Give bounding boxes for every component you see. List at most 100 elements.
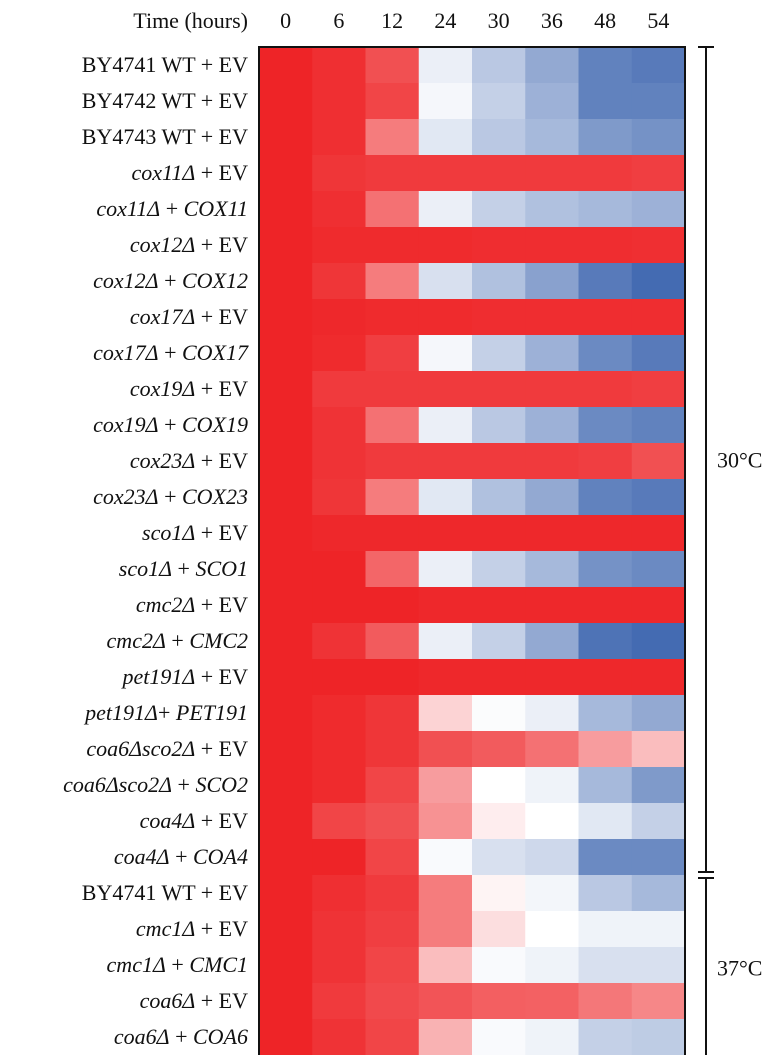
heatmap-cell — [525, 587, 580, 624]
row-label: cox12Δ + COX12 — [93, 268, 248, 293]
heatmap-cell — [578, 407, 633, 444]
row-label: cmc2Δ + CMC2 — [107, 628, 248, 653]
heatmap-cell — [418, 83, 473, 120]
heatmap-cell — [472, 983, 526, 1020]
heatmap-cell — [525, 731, 580, 768]
heatmap-cell — [578, 299, 633, 336]
row-label: coa6Δ + COA6 — [114, 1024, 248, 1049]
heatmap-cell — [578, 947, 633, 984]
row-label: BY4742 WT + EV — [82, 88, 248, 113]
heatmap-cell — [631, 479, 686, 516]
heatmap-cell — [418, 191, 473, 228]
heatmap-cell — [418, 803, 473, 840]
heatmap-cell — [472, 263, 526, 300]
heatmap-cell — [259, 371, 313, 408]
heatmap-cell — [631, 515, 686, 552]
heatmap-cell — [578, 983, 633, 1020]
heatmap-cell — [418, 839, 473, 876]
heatmap-cell — [525, 155, 580, 192]
heatmap-cell — [631, 731, 686, 768]
heatmap-cell — [312, 875, 367, 912]
heatmap-cell — [259, 299, 313, 336]
heatmap-cell — [312, 695, 367, 732]
heatmap-cell — [525, 983, 580, 1020]
heatmap-cell — [578, 479, 633, 516]
group-bracket — [698, 877, 714, 1055]
heatmap-cell — [418, 155, 473, 192]
column-tick-label: 0 — [280, 8, 291, 33]
row-label: cox19Δ + EV — [130, 376, 248, 401]
heatmap-cell — [365, 731, 420, 768]
heatmap-cell — [578, 803, 633, 840]
heatmap-cell — [259, 839, 313, 876]
row-label: BY4741 WT + EV — [82, 52, 248, 77]
group-bracket — [698, 46, 714, 873]
heatmap-cell — [259, 479, 313, 516]
heatmap-cell — [525, 191, 580, 228]
heatmap-cell — [578, 839, 633, 876]
heatmap-cell — [631, 839, 686, 876]
heatmap-cell — [578, 227, 633, 264]
heatmap-cell — [578, 263, 633, 300]
heatmap-cell — [525, 839, 580, 876]
heatmap-cell — [631, 83, 686, 120]
heatmap-cell — [631, 1019, 686, 1055]
heatmap-cell — [472, 47, 526, 84]
heatmap-cell — [312, 983, 367, 1020]
heatmap-cell — [365, 47, 420, 84]
heatmap-cell — [365, 335, 420, 372]
heatmap-cell — [365, 659, 420, 696]
heatmap-cell — [259, 515, 313, 552]
heatmap-cell — [259, 47, 313, 84]
heatmap-cell — [525, 623, 580, 660]
column-tick-label: 24 — [434, 8, 456, 33]
heatmap-cell — [365, 155, 420, 192]
heatmap-cell — [259, 767, 313, 804]
heatmap-cell — [259, 875, 313, 912]
heatmap-cell — [365, 83, 420, 120]
heatmap-cell — [312, 155, 367, 192]
heatmap-cell — [631, 803, 686, 840]
heatmap-cell — [365, 515, 420, 552]
heatmap-cell — [472, 767, 526, 804]
row-label: cox11Δ + EV — [131, 160, 248, 185]
heatmap-cell — [578, 659, 633, 696]
heatmap-cell — [312, 803, 367, 840]
heatmap-cell — [312, 1019, 367, 1055]
heatmap-cell — [472, 1019, 526, 1055]
row-label: cox17Δ + EV — [130, 304, 248, 329]
heatmap-cell — [418, 695, 473, 732]
heatmap-cell — [631, 767, 686, 804]
heatmap-cell — [312, 911, 367, 948]
heatmap-cell — [259, 155, 313, 192]
heatmap-cell — [418, 443, 473, 480]
heatmap-cell — [525, 83, 580, 120]
heatmap-cell — [312, 83, 367, 120]
heatmap-cell — [418, 371, 473, 408]
heatmap-cell — [472, 623, 526, 660]
heatmap-cell — [578, 191, 633, 228]
heatmap-cell — [365, 767, 420, 804]
heatmap-cell — [418, 407, 473, 444]
heatmap-cell — [312, 515, 367, 552]
heatmap-cell — [472, 803, 526, 840]
heatmap-cell — [312, 947, 367, 984]
row-label: coa4Δ + COA4 — [114, 844, 248, 869]
heatmap-cell — [631, 659, 686, 696]
heatmap-cell — [259, 83, 313, 120]
heatmap-cell — [472, 407, 526, 444]
heatmap-cell — [631, 587, 686, 624]
heatmap-cell — [312, 263, 367, 300]
heatmap-cell — [631, 191, 686, 228]
heatmap-cell — [365, 551, 420, 588]
heatmap-cell — [312, 587, 367, 624]
column-tick-label: 6 — [333, 8, 344, 33]
heatmap-cell — [631, 155, 686, 192]
heatmap-cell — [472, 659, 526, 696]
heatmap-cell — [418, 479, 473, 516]
heatmap-cell — [365, 371, 420, 408]
heatmap-cell — [578, 47, 633, 84]
heatmap-cell — [259, 335, 313, 372]
heatmap-cell — [631, 227, 686, 264]
heatmap-cell — [365, 947, 420, 984]
